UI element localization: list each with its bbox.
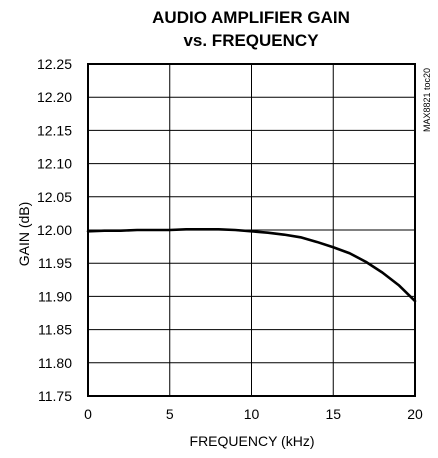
y-tick-label: 12.10	[37, 156, 72, 172]
y-axis-label: GAIN (dB)	[16, 202, 32, 267]
watermark-code: MAX8821 toc20	[422, 68, 432, 132]
y-tick-label: 11.80	[38, 355, 72, 371]
x-tick-label: 0	[84, 406, 92, 422]
y-axis-ticks: 11.75 11.80 11.85 11.90 11.95 12.00 12.05 12.10…	[37, 56, 72, 404]
x-tick-label: 15	[325, 406, 341, 422]
grid	[88, 64, 415, 396]
y-tick-label: 12.00	[37, 222, 72, 238]
chart-title-line-1: AUDIO AMPLIFIER GAIN	[152, 8, 350, 27]
x-axis-label: FREQUENCY (kHz)	[190, 433, 315, 449]
series-line	[86, 228, 417, 303]
y-tick-label: 12.20	[37, 89, 72, 105]
y-tick-label: 12.05	[37, 189, 72, 205]
x-tick-label: 20	[407, 406, 423, 422]
x-tick-label: 5	[166, 406, 174, 422]
y-tick-label: 12.25	[37, 56, 72, 72]
y-tick-label: 11.90	[38, 288, 72, 304]
y-tick-label: 11.75	[38, 388, 72, 404]
y-tick-label: 11.85	[38, 322, 72, 338]
y-tick-label: 12.15	[37, 122, 72, 138]
chart-title-line-2: vs. FREQUENCY	[183, 31, 319, 50]
x-tick-label: 10	[244, 406, 260, 422]
plot-frame	[87, 63, 416, 397]
y-tick-label: 11.95	[38, 255, 72, 271]
x-axis-ticks: 0 5 10 15 20	[84, 406, 423, 422]
